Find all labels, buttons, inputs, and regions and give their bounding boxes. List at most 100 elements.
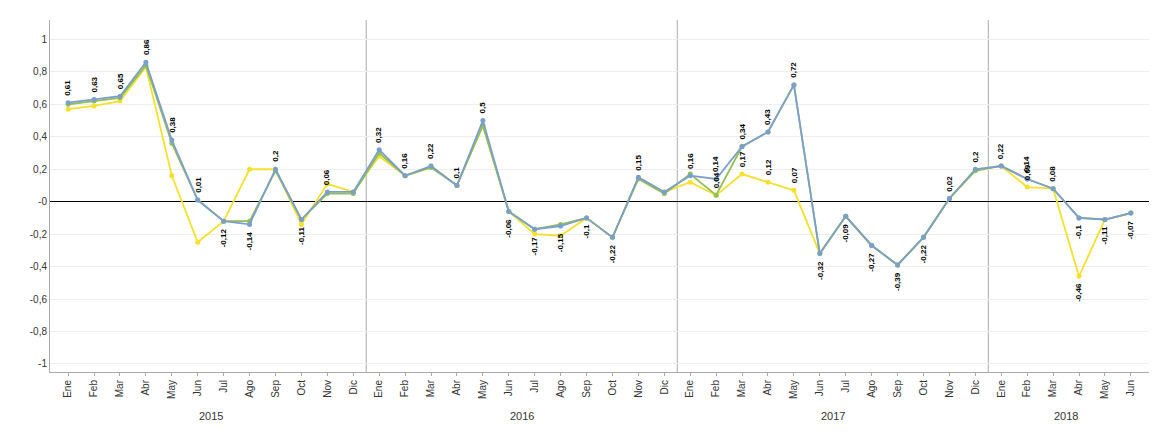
svg-text:0,01: 0,01 (194, 177, 203, 193)
svg-text:-0,27: -0,27 (867, 253, 876, 272)
svg-text:0,2: 0,2 (971, 151, 980, 163)
svg-text:0,08: 0,08 (1048, 166, 1057, 182)
svg-text:0,06: 0,06 (322, 169, 331, 185)
svg-text:May: May (1099, 380, 1110, 399)
svg-text:Abr: Abr (762, 379, 773, 395)
svg-text:-0,6: -0,6 (30, 294, 48, 305)
svg-text:Feb: Feb (710, 380, 721, 398)
svg-text:Nov: Nov (633, 380, 644, 398)
svg-text:0,1: 0,1 (452, 167, 461, 179)
svg-text:Jun: Jun (192, 380, 203, 396)
svg-text:-0,12: -0,12 (219, 229, 228, 248)
svg-text:Ene: Ene (684, 380, 695, 398)
svg-text:0,5: 0,5 (478, 102, 487, 114)
svg-text:Oct: Oct (918, 380, 929, 396)
svg-text:Abr: Abr (451, 379, 462, 395)
svg-text:2017: 2017 (821, 410, 845, 422)
svg-text:0,8: 0,8 (33, 66, 47, 77)
svg-text:2016: 2016 (510, 410, 534, 422)
svg-text:-0,07: -0,07 (1126, 221, 1135, 240)
svg-text:0,14: 0,14 (1022, 156, 1031, 172)
svg-text:Feb: Feb (1021, 380, 1032, 398)
svg-text:-0,09: -0,09 (841, 224, 850, 243)
svg-text:-0,32: -0,32 (816, 261, 825, 280)
svg-text:Ago: Ago (866, 380, 877, 398)
svg-text:0,32: 0,32 (374, 127, 383, 143)
svg-text:Dic: Dic (659, 380, 670, 394)
svg-text:Mar: Mar (736, 379, 747, 397)
svg-text:0,04: 0,04 (712, 172, 721, 188)
svg-text:0,6: 0,6 (33, 99, 47, 110)
svg-text:0,15: 0,15 (634, 155, 643, 171)
svg-text:0,43: 0,43 (763, 109, 772, 125)
svg-text:0,2: 0,2 (271, 150, 280, 162)
svg-text:0,2: 0,2 (33, 164, 47, 175)
svg-text:Jul: Jul (218, 380, 229, 393)
svg-text:Nov: Nov (944, 380, 955, 398)
svg-text:Dic: Dic (970, 380, 981, 394)
svg-text:0,14: 0,14 (711, 156, 720, 172)
svg-text:0,86: 0,86 (142, 39, 151, 55)
svg-text:0,02: 0,02 (945, 176, 954, 192)
svg-text:Ene: Ene (373, 380, 384, 398)
svg-text:-0,39: -0,39 (893, 272, 902, 291)
svg-text:Jul: Jul (529, 380, 540, 393)
svg-text:May: May (788, 380, 799, 399)
svg-text:Sep: Sep (270, 380, 281, 398)
svg-text:0,4: 0,4 (33, 131, 47, 142)
svg-text:-0: -0 (38, 196, 47, 207)
svg-text:0,34: 0,34 (738, 123, 747, 139)
svg-text:-0,2: -0,2 (30, 229, 48, 240)
svg-text:Nov: Nov (322, 380, 333, 398)
svg-text:-0,06: -0,06 (504, 219, 513, 238)
svg-text:Feb: Feb (88, 380, 99, 398)
svg-text:-0,15: -0,15 (556, 233, 565, 252)
svg-text:2018: 2018 (1054, 410, 1078, 422)
svg-text:0,22: 0,22 (996, 143, 1005, 159)
svg-text:Ene: Ene (996, 380, 1007, 398)
svg-text:-0,4: -0,4 (30, 261, 48, 272)
svg-text:-0,1: -0,1 (1074, 225, 1083, 239)
svg-text:Sep: Sep (892, 380, 903, 398)
svg-text:Jun: Jun (503, 380, 514, 396)
svg-text:0,61: 0,61 (63, 80, 72, 96)
svg-text:Oct: Oct (607, 380, 618, 396)
svg-text:-0,46: -0,46 (1074, 283, 1083, 302)
svg-text:0,72: 0,72 (789, 62, 798, 78)
svg-text:0,07: 0,07 (790, 167, 799, 183)
svg-text:1: 1 (41, 34, 47, 45)
svg-text:-0,1: -0,1 (582, 224, 591, 238)
svg-text:0,12: 0,12 (764, 159, 773, 175)
svg-text:May: May (166, 380, 177, 399)
svg-text:0,38: 0,38 (168, 117, 177, 133)
svg-text:0,17: 0,17 (738, 151, 747, 167)
svg-text:Abr: Abr (1073, 379, 1084, 395)
svg-text:Dic: Dic (348, 380, 359, 394)
svg-text:-0,22: -0,22 (919, 245, 928, 264)
svg-text:May: May (477, 380, 488, 399)
svg-text:-0,22: -0,22 (608, 245, 617, 264)
svg-text:-1: -1 (38, 358, 47, 369)
svg-text:Abr: Abr (140, 379, 151, 395)
svg-text:-0,8: -0,8 (30, 326, 48, 337)
svg-text:Oct: Oct (296, 380, 307, 396)
svg-text:-0,11: -0,11 (1100, 226, 1109, 244)
svg-text:Feb: Feb (399, 380, 410, 398)
svg-text:Mar: Mar (1047, 379, 1058, 397)
svg-text:Sep: Sep (581, 380, 592, 398)
svg-text:Mar: Mar (425, 379, 436, 397)
svg-text:-0,17: -0,17 (530, 237, 539, 256)
svg-text:0,16: 0,16 (400, 153, 409, 169)
svg-text:0,22: 0,22 (426, 143, 435, 159)
svg-text:0,65: 0,65 (116, 73, 125, 89)
svg-text:0,16: 0,16 (686, 153, 695, 169)
svg-text:0,63: 0,63 (90, 76, 99, 92)
svg-text:Jun: Jun (1125, 380, 1136, 396)
svg-text:Ene: Ene (62, 380, 73, 398)
svg-text:Jun: Jun (814, 380, 825, 396)
svg-text:-0,14: -0,14 (245, 232, 254, 251)
svg-text:Ago: Ago (555, 380, 566, 398)
svg-text:-0,11: -0,11 (297, 227, 306, 245)
svg-text:0,09: 0,09 (1023, 164, 1032, 180)
svg-text:Mar: Mar (114, 379, 125, 397)
